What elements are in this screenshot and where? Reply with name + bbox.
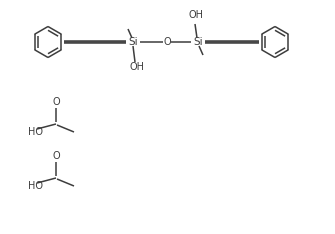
Text: HO: HO [28,181,43,191]
Text: O: O [52,97,60,107]
Text: O: O [163,37,171,47]
Text: Si: Si [128,37,138,47]
Text: O: O [52,151,60,161]
Text: HO: HO [28,127,43,137]
Text: Si: Si [193,37,203,47]
Text: OH: OH [189,10,203,20]
Text: OH: OH [130,62,144,72]
